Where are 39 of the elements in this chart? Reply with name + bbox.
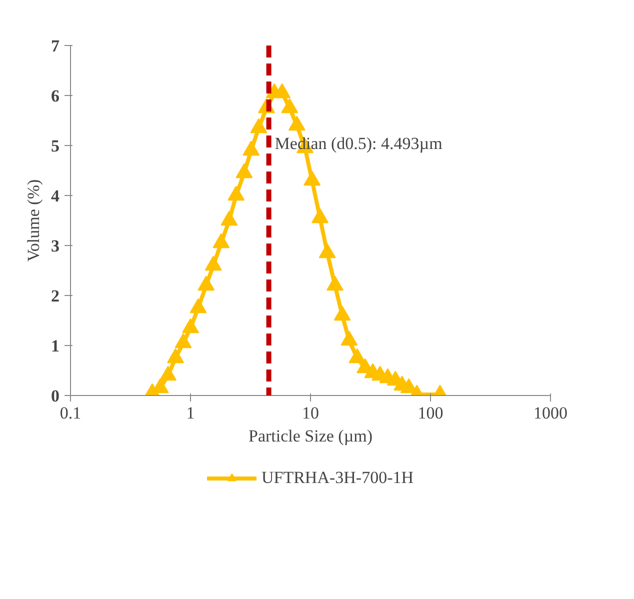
point [236,163,253,178]
x-tick-label: 100 [418,404,444,422]
y-tick-label: 0 [51,386,60,406]
point [312,208,328,224]
point [281,98,298,114]
point [228,186,245,201]
point [198,276,215,291]
point [174,333,192,348]
x-tick-label: 10 [302,404,319,422]
legend-label: UFTRHA-3H-700-1H [261,468,414,488]
point [274,83,291,98]
point [340,330,358,346]
y-tick-label: 3 [51,236,60,256]
point [326,276,344,291]
point [250,118,268,134]
point [318,243,336,258]
point [288,116,306,131]
y-axis-title: Volume (%) [24,179,43,262]
y-tick-label: 5 [51,136,60,156]
point [220,210,238,226]
point [167,348,184,364]
point [242,140,260,156]
point [304,170,321,186]
x-axis-title: Particle Size (µm) [248,426,373,446]
y-tick-label: 2 [51,286,60,306]
y-tick-label: 4 [51,186,60,206]
x-tick-label: 1 [186,404,195,422]
y-tick-label: 6 [51,86,60,106]
y-tick-label: 7 [51,36,60,56]
point [348,348,366,364]
point [334,306,351,321]
point [204,256,222,271]
point [190,298,207,314]
x-tick-label: 1000 [534,404,568,422]
x-tick-label: 0.1 [60,404,82,422]
y-tick-label: 1 [51,336,60,356]
point [160,366,177,381]
point [182,318,199,334]
point [212,233,230,248]
